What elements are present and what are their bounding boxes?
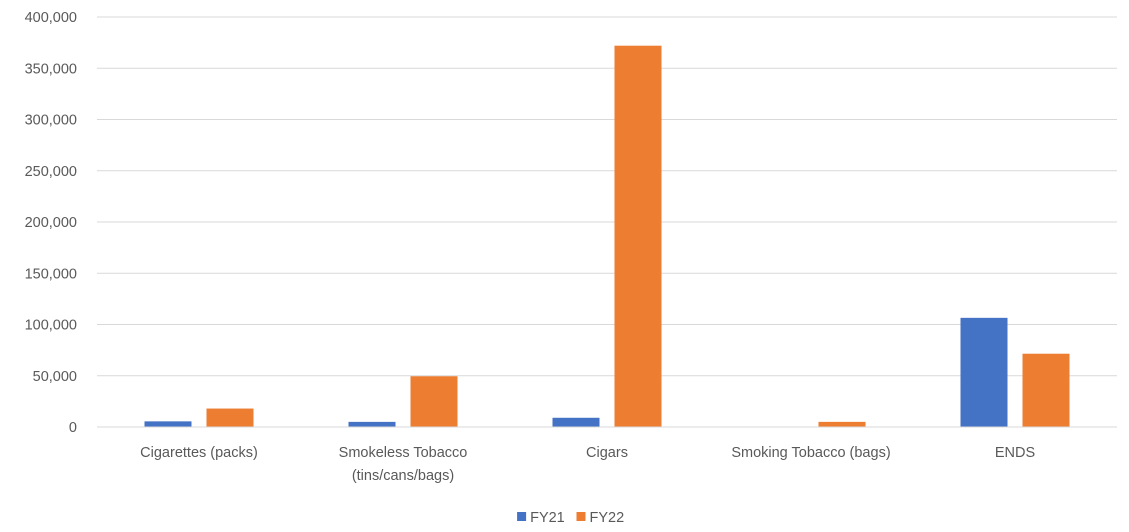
bars [144,45,1070,427]
x-axis-category-labels: Cigarettes (packs) Smokeless Tobacco (tins… [140,445,1035,484]
y-tick-label: 250,000 [25,164,77,180]
y-tick-label: 400,000 [25,10,77,26]
bar-fy21-4 [960,317,1008,427]
gridlines [97,16,1117,377]
bar-fy22-3 [818,421,866,427]
legend: FY21 FY22 [517,510,624,526]
y-tick-label: 100,000 [25,318,77,334]
x-category-label: ENDS [995,445,1035,461]
x-category-label-line: Cigarettes (packs) [140,445,258,461]
bar-fy22-2 [614,45,662,427]
y-tick-label: 0 [69,420,77,436]
y-axis-tick-labels: 0 50,000 100,000 150,000 200,000 250,000 300,0… [25,10,77,436]
y-tick-label: 200,000 [25,215,77,231]
y-tick-label: 300,000 [25,113,77,129]
x-category-label: Smokeless Tobacco (tins/cans/bags) [339,445,468,484]
y-tick-label: 50,000 [33,369,77,385]
bar-fy21-2 [552,417,600,427]
bar-fy21-1 [348,421,396,427]
x-category-label: Cigars [586,445,628,461]
x-category-label-line: Cigars [586,445,628,461]
bar-fy22-4 [1022,353,1070,427]
x-category-label-line: ENDS [995,445,1035,461]
bar-fy22-1 [410,376,458,427]
legend-label-fy21: FY21 [530,510,565,526]
bar-fy22-0 [206,408,254,427]
x-category-label: Smoking Tobacco (bags) [731,445,890,461]
x-category-label-line: Smoking Tobacco (bags) [731,445,890,461]
x-category-label-line: Smokeless Tobacco [339,445,468,461]
bar-fy21-0 [144,421,192,427]
x-category-label-line: (tins/cans/bags) [352,468,454,484]
y-tick-label: 350,000 [25,61,77,77]
legend-label-fy22: FY22 [590,510,625,526]
y-tick-label: 150,000 [25,266,77,282]
legend-swatch-fy21 [517,512,527,521]
legend-swatch-fy22 [576,512,586,521]
x-category-label: Cigarettes (packs) [140,445,258,461]
